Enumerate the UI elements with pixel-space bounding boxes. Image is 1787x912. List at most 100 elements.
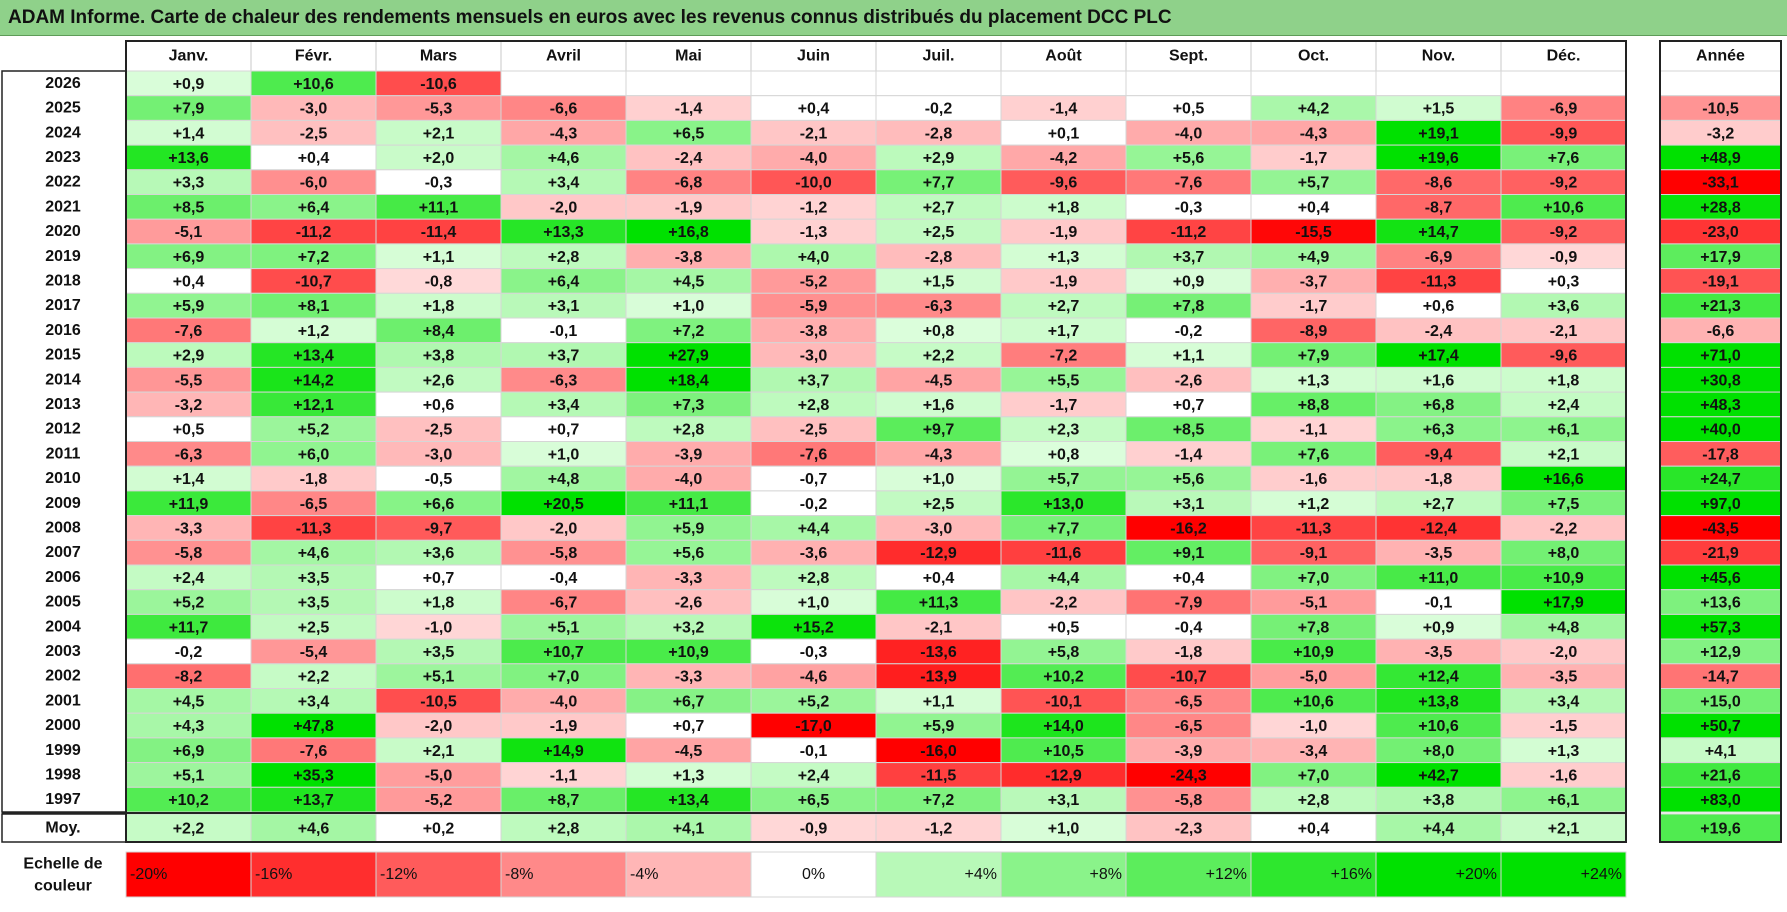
heatmap-cell [1500,712,1627,739]
heatmap-cell [1500,465,1627,492]
heatmap-cell [500,490,627,517]
average-cell-value: +2,1 [1548,821,1580,838]
row-year-label: 2021 [45,198,81,215]
row-year-label: 2008 [45,519,81,536]
heatmap-cell-value: -9,4 [1425,446,1453,463]
heatmap-cell-value: -7,6 [300,743,328,760]
heatmap-cell-value: -9,6 [1050,175,1078,192]
heatmap-cell [875,786,1002,813]
heatmap-cell [1500,613,1627,640]
heatmap-cell-value: +10,9 [1293,644,1334,661]
average-annual-cell [1659,813,1782,843]
heatmap-cell [750,663,877,689]
heatmap-cell [625,144,752,171]
heatmap-cell-value: +7,3 [673,397,705,414]
heatmap-cell-value: -6,6 [550,101,578,118]
heatmap-cell [1500,638,1627,665]
heatmap-cell [500,613,627,640]
heatmap-cell-value: -1,5 [1550,718,1578,735]
heatmap-cell-value: +0,8 [923,323,955,340]
heatmap-cell-value: +1,6 [1423,372,1455,389]
heatmap-cell [1250,465,1377,492]
heatmap-cell-value: +9,1 [1173,545,1205,562]
heatmap-cell-value: +2,5 [923,224,955,241]
heatmap-cell-value: +7,8 [1173,298,1205,315]
heatmap-cell-value: +2,8 [1298,792,1330,809]
annual-cell-value: -23,0 [1702,224,1739,241]
heatmap-cell [1000,539,1127,566]
annual-header-label: Année [1696,48,1745,65]
heatmap-cell-value: -4,0 [800,150,828,167]
heatmap-cell-value: +1,1 [1173,348,1205,365]
heatmap-cell-value: +1,0 [923,471,955,488]
heatmap-cell-value: +3,5 [298,595,330,612]
column-header-label: Avril [546,48,581,65]
heatmap-cell-value: -5,2 [425,792,453,809]
heatmap-cell-value: +7,6 [1548,150,1580,167]
heatmap-cell [1375,144,1502,171]
heatmap-cell-value: -0,3 [425,175,453,192]
heatmap-cell-value: -2,0 [550,520,578,537]
heatmap-cell-value: +3,7 [798,372,830,389]
heatmap-cell-value: -0,1 [550,323,578,340]
scale-caption-line1: Echelle de [23,856,102,873]
heatmap-cell [500,539,627,566]
heatmap-cell-value: -9,2 [1550,224,1578,241]
heatmap-cell [625,391,752,418]
heatmap-cell-value: -2,5 [425,422,453,439]
heatmap-cell [1000,317,1127,344]
row-year-label: 2002 [45,668,81,685]
heatmap-cell-value: -5,4 [300,644,328,661]
heatmap-cell-value: +0,4 [1298,199,1330,216]
heatmap-cell-value: +6,4 [548,273,580,290]
heatmap-cell-value: -5,3 [425,101,453,118]
heatmap-cell-value: +0,9 [173,76,205,93]
heatmap-cell-value: -0,4 [1175,619,1203,636]
heatmap-cell-value: -3,5 [1425,545,1453,562]
heatmap-cell-value: +7,0 [1298,767,1330,784]
annual-cell [1659,317,1782,344]
heatmap-cell [1250,441,1377,467]
heatmap-cell-value: +2,5 [298,619,330,636]
heatmap-cell-value: +7,2 [923,792,955,809]
heatmap-cell-value: -5,2 [800,273,828,290]
heatmap-cell-value: -11,5 [921,767,957,784]
heatmap-cell-value: -10,0 [795,175,832,192]
heatmap-cell-value: -3,0 [800,348,828,365]
heatmap-cell-value: +2,7 [923,199,955,216]
row-year-label: 2017 [45,297,81,314]
heatmap-cell [625,638,752,665]
heatmap-cell [1250,317,1377,344]
heatmap-cell [375,515,502,541]
heatmap-cell-value: +3,4 [548,175,580,192]
heatmap-cell [125,218,252,245]
heatmap-cell [625,268,752,294]
heatmap-cell [1250,638,1377,665]
annual-cell-value: -3,2 [1707,125,1735,142]
heatmap-cell-value: +2,1 [423,743,455,760]
heatmap-cell-value: -11,2 [1171,224,1207,241]
average-cell-value: +4,1 [673,821,705,838]
heatmap-cell [1125,243,1252,270]
heatmap-cell [375,786,502,813]
heatmap-cell [250,95,377,121]
row-year-label: 1999 [45,742,81,759]
heatmap-cell [1000,786,1127,813]
heatmap-cell-value: -1,7 [1300,298,1328,315]
heatmap-cell-value: +2,3 [1048,422,1080,439]
heatmap-cell [1250,95,1377,121]
heatmap-cell-value: +5,9 [173,298,205,315]
annual-cell [1659,342,1782,368]
heatmap-cell-value: +2,7 [1423,496,1455,513]
heatmap-cell-value: +2,8 [798,570,830,587]
scale-swatch-label: -12% [380,866,417,883]
heatmap-cell [1375,589,1502,615]
annual-cell-value: -21,9 [1702,545,1739,562]
heatmap-cell-value: +42,7 [1418,767,1459,784]
average-cell [125,813,252,843]
heatmap-cell-value: +11,7 [169,619,209,636]
scale-swatch-label: -20% [130,866,167,883]
average-cell-value: +0,2 [423,821,455,838]
annual-cell-value: +45,6 [1700,570,1741,587]
heatmap-cell-value: +0,4 [798,101,830,118]
